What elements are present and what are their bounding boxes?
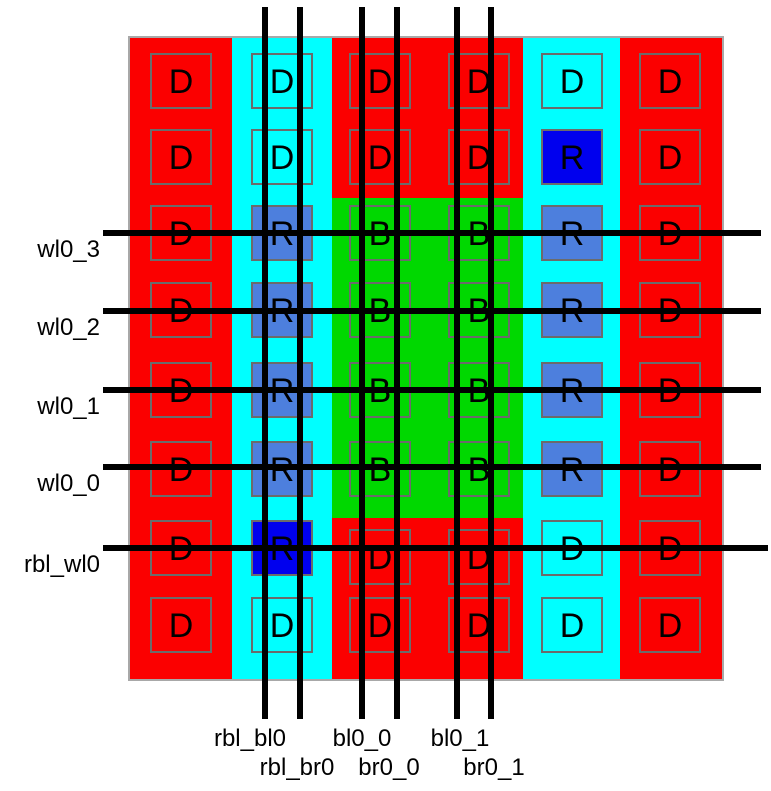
cell-r8-c1-D: D <box>150 597 212 653</box>
cell-r2-c6-D: D <box>639 129 701 185</box>
wordline-label-rbl_wl0: rbl_wl0 <box>23 551 100 578</box>
cell-r2-c1-D: D <box>150 129 212 185</box>
cell-letter: D <box>367 139 393 177</box>
cell-r1-c1-D: D <box>150 53 212 109</box>
wordline-label-wl0_0: wl0_0 <box>37 470 100 497</box>
bitline-label-bl0_0: bl0_0 <box>332 725 392 752</box>
bitline-bl0_1 <box>454 7 460 719</box>
cell-letter: D <box>269 607 295 645</box>
cell-letter: D <box>657 139 683 177</box>
cell-letter: D <box>367 607 393 645</box>
cell-letter: D <box>466 139 492 177</box>
cell-r8-c2-D: D <box>251 597 313 653</box>
bitline-label-rbl_bl0: rbl_bl0 <box>213 725 287 752</box>
cell-letter: D <box>466 607 492 645</box>
cell-letter: D <box>168 139 194 177</box>
bitline-rbl_bl0 <box>262 7 268 719</box>
cell-letter: D <box>168 607 194 645</box>
wordline-wl0_3 <box>103 230 761 236</box>
cell-r2-c2-D: D <box>251 129 313 185</box>
cell-r8-c3-D: D <box>349 597 411 653</box>
bg-strip-4-red <box>620 38 722 679</box>
cell-letter: R <box>559 451 585 489</box>
bitline-label-br0_0: br0_0 <box>358 754 420 781</box>
bitline-label-rbl_br0: rbl_br0 <box>259 754 335 781</box>
cell-letter: R <box>269 451 295 489</box>
cell-letter: D <box>269 139 295 177</box>
cell-letter: D <box>466 63 492 101</box>
cell-letter: D <box>269 63 295 101</box>
cell-r2-c4-D: D <box>448 129 510 185</box>
bitline-rbl_br0 <box>297 7 303 719</box>
wordline-label-wl0_2: wl0_2 <box>37 314 100 341</box>
bitline-label-bl0_1: bl0_1 <box>430 725 490 752</box>
cell-letter: D <box>559 607 585 645</box>
bitline-br0_0 <box>394 7 400 719</box>
cell-letter: R <box>559 139 585 177</box>
cell-letter: D <box>657 451 683 489</box>
wordline-wl0_0 <box>103 464 761 470</box>
cell-letter: D <box>657 607 683 645</box>
cell-r2-c3-D: D <box>349 129 411 185</box>
array-block <box>128 36 724 681</box>
bg-strip-0-red <box>130 38 232 679</box>
cell-letter: B <box>368 451 392 489</box>
cell-r8-c6-D: D <box>639 597 701 653</box>
cell-r1-c6-D: D <box>639 53 701 109</box>
cell-r1-c2-D: D <box>251 53 313 109</box>
wordline-wl0_2 <box>103 308 761 314</box>
cell-r1-c4-D: D <box>448 53 510 109</box>
wordline-wl0_1 <box>103 387 761 393</box>
cell-letter: B <box>467 451 491 489</box>
cell-letter: D <box>657 63 683 101</box>
bitline-br0_1 <box>488 7 494 719</box>
wordline-rbl_wl0 <box>103 545 768 551</box>
wordline-label-wl0_3: wl0_3 <box>37 236 100 263</box>
cell-r1-c5-D: D <box>541 53 603 109</box>
cell-letter: D <box>168 63 194 101</box>
cell-r8-c4-D: D <box>448 597 510 653</box>
cell-r2-c5-R: R <box>541 129 603 185</box>
cell-letter: D <box>367 63 393 101</box>
cell-letter: D <box>168 451 194 489</box>
wordline-label-wl0_1: wl0_1 <box>37 393 100 420</box>
bitline-label-br0_1: br0_1 <box>463 754 525 781</box>
bitline-bl0_0 <box>359 7 365 719</box>
cell-r1-c3-D: D <box>349 53 411 109</box>
cell-letter: D <box>559 63 585 101</box>
cell-r8-c5-D: D <box>541 597 603 653</box>
